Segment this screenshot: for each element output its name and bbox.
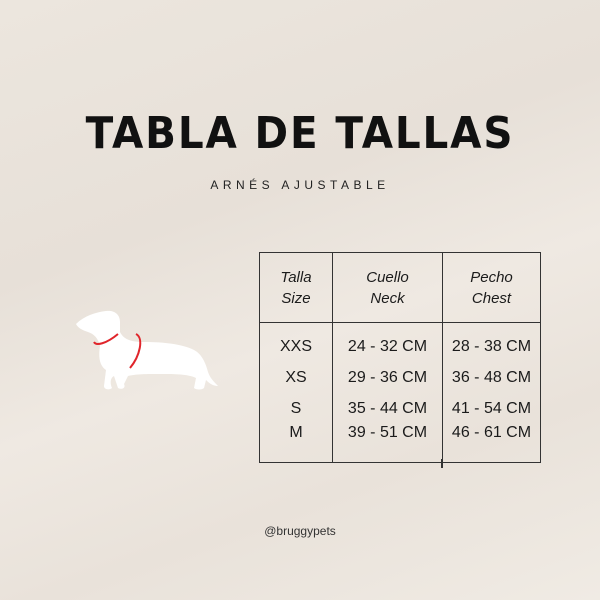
size-cell: S (259, 393, 333, 424)
table-header-row: Talla Size Cuello Neck Pecho Chest (259, 252, 541, 323)
table-row: XS 29 - 36 CM 36 - 48 CM (259, 362, 541, 393)
size-cell: XS (259, 362, 333, 393)
chest-measure-icon (129, 333, 142, 369)
table-row: S 35 - 44 CM 41 - 54 CM (259, 393, 541, 424)
page-subtitle: ARNÉS AJUSTABLE (210, 178, 390, 192)
table-row: XXS 24 - 32 CM 28 - 38 CM (259, 322, 541, 362)
neck-cell: 29 - 36 CM (332, 362, 443, 393)
neck-cell: 35 - 44 CM (332, 393, 443, 424)
neck-cell: 39 - 51 CM (332, 424, 443, 463)
header-neck: Cuello Neck (332, 252, 443, 323)
dachshund-silhouette-icon (76, 310, 218, 390)
table-row: M 39 - 51 CM 46 - 61 CM (259, 424, 541, 463)
neck-measure-icon (93, 333, 119, 345)
chest-cell: 46 - 61 CM (442, 424, 541, 463)
size-cell: XXS (259, 322, 333, 362)
chest-cell: 36 - 48 CM (442, 362, 541, 393)
header-size: Talla Size (259, 252, 333, 323)
page-title: TABLA DE TALLAS (85, 108, 515, 159)
table-divider-line (441, 459, 443, 468)
header-chest: Pecho Chest (442, 252, 541, 323)
social-handle: @bruggypets (264, 524, 336, 538)
neck-cell: 24 - 32 CM (332, 322, 443, 362)
size-chart-table: Talla Size Cuello Neck Pecho Chest XXS 24 -… (259, 252, 541, 463)
chest-cell: 41 - 54 CM (442, 393, 541, 424)
size-cell: M (259, 424, 333, 463)
chest-cell: 28 - 38 CM (442, 322, 541, 362)
